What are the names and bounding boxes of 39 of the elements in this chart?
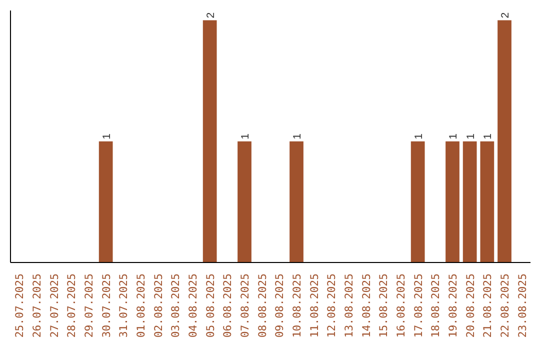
x-tick-label: 06.08.2025 — [221, 274, 234, 338]
x-tick-label: 20.08.2025 — [464, 274, 477, 338]
x-tick-label: 10.08.2025 — [290, 274, 304, 338]
x-tick-label: 01.08.2025 — [134, 274, 148, 338]
data-label: 1 — [412, 133, 425, 140]
x-tick-label: 19.08.2025 — [446, 274, 460, 338]
x-tick-label: 29.07.2025 — [82, 274, 96, 338]
x-tick-label: 27.07.2025 — [48, 274, 61, 338]
x-tick-label: 07.08.2025 — [238, 274, 252, 338]
x-tick-label: 15.08.2025 — [377, 274, 390, 338]
x-tick-label: 11.08.2025 — [308, 274, 321, 338]
x-tick-label: 13.08.2025 — [342, 274, 356, 338]
x-tick-label: 08.08.2025 — [256, 274, 269, 338]
x-tick-label: 09.08.2025 — [273, 274, 286, 338]
x-tick-label: 25.07.2025 — [13, 274, 26, 338]
data-label: 1 — [448, 133, 460, 140]
x-tick-label: 14.08.2025 — [360, 274, 373, 338]
x-tick-label: 16.08.2025 — [394, 274, 408, 338]
x-tick-label: 18.08.2025 — [429, 274, 442, 338]
x-tick-label: 21.08.2025 — [481, 274, 494, 338]
x-tick-label: 02.08.2025 — [152, 274, 165, 338]
x-tick-label: 23.08.2025 — [516, 274, 529, 338]
x-tick-label: 04.08.2025 — [186, 274, 200, 338]
data-label: 1 — [240, 133, 252, 140]
data-label: 2 — [204, 12, 217, 18]
x-tick-label: 17.08.2025 — [412, 274, 425, 338]
x-tick-label: 31.07.2025 — [117, 274, 130, 338]
data-label: 1 — [292, 133, 304, 140]
x-tick-label: 28.07.2025 — [65, 274, 78, 338]
data-label: 1 — [464, 133, 477, 140]
x-tick-label: 03.08.2025 — [169, 274, 182, 338]
x-tick-label: 26.07.2025 — [30, 274, 44, 338]
data-label: 1 — [482, 133, 494, 140]
data-label: 1 — [100, 133, 113, 140]
x-tick-label: 22.08.2025 — [498, 274, 512, 338]
x-tick-label: 12.08.2025 — [325, 274, 338, 338]
x-tick-label: 30.07.2025 — [100, 274, 113, 338]
data-label: 2 — [500, 12, 512, 18]
x-tick-label: 05.08.2025 — [204, 274, 217, 338]
